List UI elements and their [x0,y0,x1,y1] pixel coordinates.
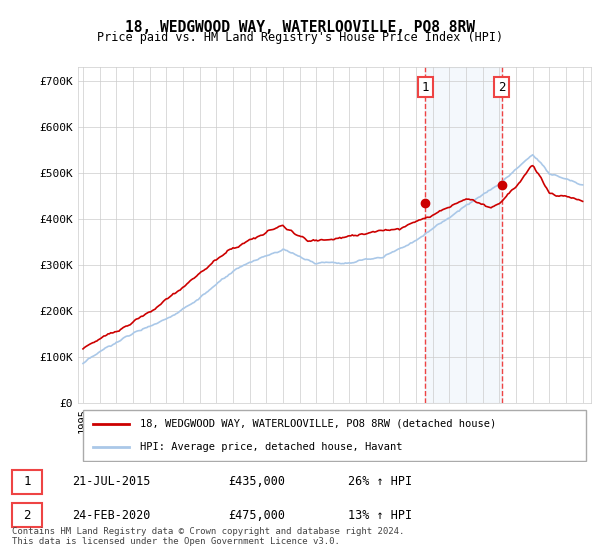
Text: 13% ↑ HPI: 13% ↑ HPI [348,508,412,522]
Text: 1: 1 [23,475,31,488]
Text: 21-JUL-2015: 21-JUL-2015 [72,475,151,488]
FancyBboxPatch shape [83,410,586,461]
Text: 24-FEB-2020: 24-FEB-2020 [72,508,151,522]
Text: 2: 2 [23,508,31,522]
Text: HPI: Average price, detached house, Havant: HPI: Average price, detached house, Hava… [140,442,402,452]
Text: £435,000: £435,000 [228,475,285,488]
Text: 2: 2 [498,81,506,94]
Text: 26% ↑ HPI: 26% ↑ HPI [348,475,412,488]
Text: 18, WEDGWOOD WAY, WATERLOOVILLE, PO8 8RW (detached house): 18, WEDGWOOD WAY, WATERLOOVILLE, PO8 8RW… [140,419,496,429]
Bar [425,67,502,403]
Text: 18, WEDGWOOD WAY, WATERLOOVILLE, PO8 8RW: 18, WEDGWOOD WAY, WATERLOOVILLE, PO8 8RW [125,20,475,35]
Text: 1: 1 [422,81,429,94]
Text: Contains HM Land Registry data © Crown copyright and database right 2024.
This d: Contains HM Land Registry data © Crown c… [12,526,404,546]
Text: £475,000: £475,000 [228,508,285,522]
Text: Price paid vs. HM Land Registry's House Price Index (HPI): Price paid vs. HM Land Registry's House … [97,31,503,44]
FancyBboxPatch shape [12,469,42,494]
FancyBboxPatch shape [12,503,42,528]
